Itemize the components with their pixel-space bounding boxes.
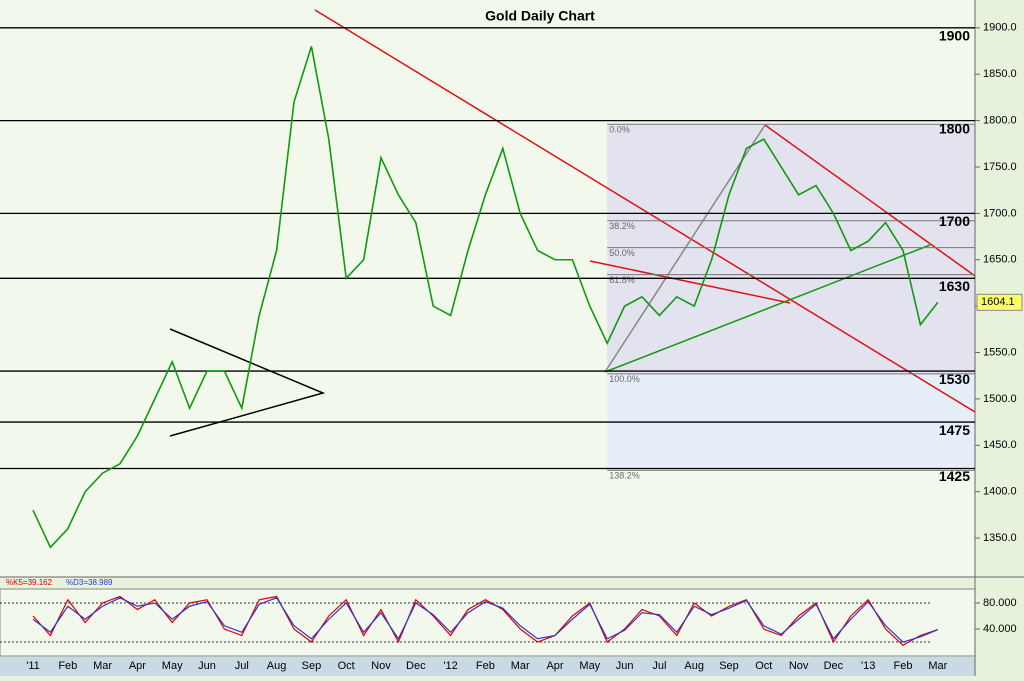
fib-label: 50.0% (609, 248, 635, 258)
x-tick-label: May (579, 660, 600, 672)
x-tick-label: '12 (443, 660, 457, 672)
x-tick-label: Jun (616, 660, 634, 672)
x-tick-label: Apr (129, 660, 146, 672)
fib-label: 138.2% (609, 471, 640, 481)
stoch-panel (0, 588, 976, 657)
y-tick-label: 1800.0 (983, 115, 1017, 127)
y-tick-label: 1850.0 (983, 68, 1017, 80)
price-tag (976, 293, 1023, 311)
date-axis (0, 657, 975, 676)
y-tick-label: 1550.0 (983, 346, 1017, 358)
trendline (764, 124, 976, 277)
y-tick-label: 1900.0 (983, 22, 1017, 34)
x-tick-label: Dec (406, 660, 426, 672)
x-tick-label: Apr (546, 660, 563, 672)
x-tick-label: Sep (719, 660, 739, 672)
trendline (589, 260, 791, 304)
x-tick-label: Jun (198, 660, 216, 672)
fib-label: 0.0% (609, 125, 630, 135)
x-tick-label: Jul (235, 660, 249, 672)
level-label: 1630 (939, 278, 970, 294)
trendline (314, 9, 976, 413)
y-tick-label: 1450.0 (983, 439, 1017, 451)
level-label: 1800 (939, 120, 970, 136)
level-label: 1475 (939, 422, 970, 438)
level-label: 1900 (939, 28, 970, 44)
fib-label: 61.8% (609, 275, 635, 285)
level-label: 1700 (939, 213, 970, 229)
fib-line (604, 124, 766, 373)
x-tick-label: '11 (26, 660, 40, 672)
level-label: 1530 (939, 371, 970, 387)
y-tick-label: 1500.0 (983, 393, 1017, 405)
y-tick-label: 1350.0 (983, 532, 1017, 544)
x-tick-label: Feb (58, 660, 77, 672)
x-tick-label: Oct (755, 660, 772, 672)
y-tick-label: 40.000 (983, 623, 1017, 635)
x-tick-label: Mar (511, 660, 530, 672)
x-tick-label: Sep (302, 660, 322, 672)
fib-zone (607, 124, 975, 374)
level-label: 1425 (939, 468, 970, 484)
fib-label: 38.2% (609, 221, 635, 231)
price-label: 1604.1 (981, 296, 1015, 308)
fib-label: 100.0% (609, 374, 640, 384)
y-tick-label: 1650.0 (983, 254, 1017, 266)
x-tick-label: Nov (371, 660, 391, 672)
x-tick-label: Oct (338, 660, 355, 672)
trendline (604, 244, 931, 373)
x-tick-label: Feb (894, 660, 913, 672)
x-tick-label: Aug (267, 660, 287, 672)
x-tick-label: Dec (824, 660, 844, 672)
price-line (32, 597, 939, 643)
y-tick-label: 1400.0 (983, 486, 1017, 498)
x-tick-label: Nov (789, 660, 809, 672)
chart-title: Gold Daily Chart (485, 8, 595, 24)
x-tick-label: '13 (861, 660, 875, 672)
legend: %K5=39.162 (6, 578, 53, 587)
y-tick-label: 1750.0 (983, 161, 1017, 173)
price-line (32, 46, 939, 549)
x-tick-label: Mar (93, 660, 112, 672)
x-tick-label: Mar (928, 660, 947, 672)
x-tick-label: Aug (684, 660, 704, 672)
x-tick-label: May (162, 660, 183, 672)
y-tick-label: 80.000 (983, 597, 1017, 609)
y-tick-label: 1700.0 (983, 207, 1017, 219)
x-tick-label: Feb (476, 660, 495, 672)
legend: %D3=38.989 (66, 578, 113, 587)
x-tick-label: Jul (652, 660, 666, 672)
